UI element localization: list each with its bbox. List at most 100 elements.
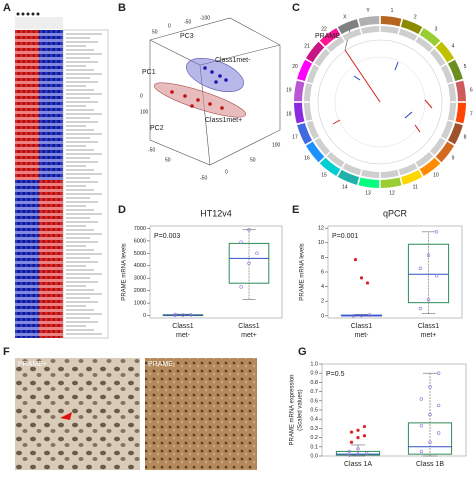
x-tick-label: met- bbox=[355, 332, 370, 339]
y-axis-label: (Scaled values) bbox=[298, 389, 304, 430]
image-label: PRAME+ bbox=[18, 361, 47, 368]
axis-tick-label: -50 bbox=[184, 19, 191, 25]
chromosome bbox=[400, 19, 423, 35]
chromosome-label: 1 bbox=[391, 8, 394, 14]
panel-label: F bbox=[3, 346, 10, 358]
y-tick-label: 0.9 bbox=[310, 371, 318, 377]
chromosome-band bbox=[429, 48, 446, 67]
y-axis-label: PRAME mRNA expression bbox=[290, 374, 296, 445]
y-tick-label: 0.7 bbox=[310, 389, 318, 395]
chromosome bbox=[305, 141, 325, 163]
chromosome-label: 18 bbox=[286, 111, 292, 117]
outlier bbox=[365, 281, 370, 285]
panel-label: B bbox=[118, 2, 126, 14]
chromosome-label: 21 bbox=[304, 43, 310, 49]
y-tick-label: 0.5 bbox=[310, 407, 318, 413]
chromosome-label: 15 bbox=[321, 172, 327, 178]
y-axis-label: PRAME mRNA levels bbox=[300, 243, 306, 300]
point bbox=[347, 449, 352, 454]
chromosome-band bbox=[398, 28, 418, 42]
gene-label: PRAME bbox=[315, 33, 340, 40]
heatmap bbox=[15, 12, 109, 339]
outlier bbox=[353, 257, 358, 262]
chromosome-label: 9 bbox=[452, 155, 455, 161]
point bbox=[428, 385, 432, 389]
y-tick-label: 7000 bbox=[134, 226, 146, 232]
point bbox=[255, 251, 259, 256]
point bbox=[356, 452, 360, 456]
chromosome-band bbox=[306, 120, 320, 140]
axis-tick-label: 50 bbox=[152, 29, 158, 35]
y-tick-label: 0 bbox=[143, 313, 146, 319]
axis-tick-label: -50 bbox=[200, 175, 207, 181]
chart-title: HT12v4 bbox=[200, 208, 232, 218]
pca-points bbox=[170, 66, 228, 110]
point bbox=[426, 253, 431, 257]
chromosome-label: 10 bbox=[433, 172, 439, 178]
chromosome bbox=[337, 169, 360, 185]
axis-label: PC3 bbox=[180, 33, 194, 40]
chromosome-band bbox=[314, 137, 331, 156]
x-tick-label: Class1 bbox=[172, 323, 194, 330]
point bbox=[364, 451, 369, 455]
chromosome-label: 20 bbox=[292, 64, 298, 70]
y-tick-label: 10 bbox=[318, 240, 324, 246]
x-tick-label: met+ bbox=[241, 332, 257, 339]
panel-label: E bbox=[292, 204, 299, 216]
y-tick-label: 5000 bbox=[134, 251, 146, 257]
chromosome-label: 3 bbox=[435, 26, 438, 32]
y-tick-label: 3000 bbox=[134, 276, 146, 282]
y-tick-label: 12 bbox=[318, 226, 324, 232]
group-label: Class1met- bbox=[215, 57, 251, 64]
axis-tick-label: 50 bbox=[165, 157, 171, 163]
axis-tick-label: 50 bbox=[250, 157, 256, 163]
point bbox=[367, 313, 372, 317]
point bbox=[434, 230, 439, 234]
y-tick-label: 0.1 bbox=[310, 444, 318, 450]
chromosome-label: 12 bbox=[389, 191, 395, 197]
point bbox=[436, 371, 441, 375]
chromosome bbox=[297, 122, 313, 145]
point bbox=[419, 397, 424, 401]
point bbox=[351, 314, 356, 318]
chromosome-band bbox=[429, 137, 446, 156]
box bbox=[228, 242, 270, 284]
x-tick-label: Class 1B bbox=[416, 461, 444, 468]
box bbox=[407, 422, 453, 455]
axis-label: PC1 bbox=[142, 69, 156, 76]
chromosome-band bbox=[304, 83, 313, 102]
group-label: Class1met+ bbox=[205, 117, 242, 124]
chromosome-band bbox=[415, 36, 434, 53]
chromosome bbox=[294, 80, 305, 102]
x-tick-label: met- bbox=[176, 332, 191, 339]
annotation: P=0.003 bbox=[154, 233, 180, 240]
chromosome-band bbox=[447, 102, 456, 121]
chromosome bbox=[447, 59, 463, 82]
axis-tick-label: -50 bbox=[148, 147, 155, 153]
y-tick-label: 0.3 bbox=[310, 426, 318, 432]
annotation: P=0.5 bbox=[326, 371, 345, 378]
point bbox=[418, 266, 423, 271]
panel-label: D bbox=[118, 204, 126, 216]
chromosome-label: 16 bbox=[304, 155, 310, 161]
axis-tick-label: 0 bbox=[225, 169, 228, 175]
chromosome bbox=[319, 27, 341, 47]
chromosome bbox=[419, 157, 441, 177]
chart-title: qPCR bbox=[383, 208, 408, 218]
chromosome-band bbox=[361, 169, 380, 178]
x-tick-label: Class1 bbox=[238, 323, 260, 330]
point bbox=[419, 423, 424, 428]
point bbox=[347, 453, 352, 457]
arrow bbox=[60, 412, 72, 420]
point bbox=[428, 440, 432, 444]
x-tick-label: Class 1A bbox=[344, 461, 372, 468]
chromosome bbox=[435, 141, 455, 163]
chromosome bbox=[380, 177, 402, 188]
chromosome-label: X bbox=[343, 14, 347, 20]
chromosome-band bbox=[440, 120, 454, 140]
axis-tick-label: -100 bbox=[200, 15, 210, 21]
chromosome bbox=[319, 157, 341, 177]
chromosome-band bbox=[380, 169, 399, 178]
